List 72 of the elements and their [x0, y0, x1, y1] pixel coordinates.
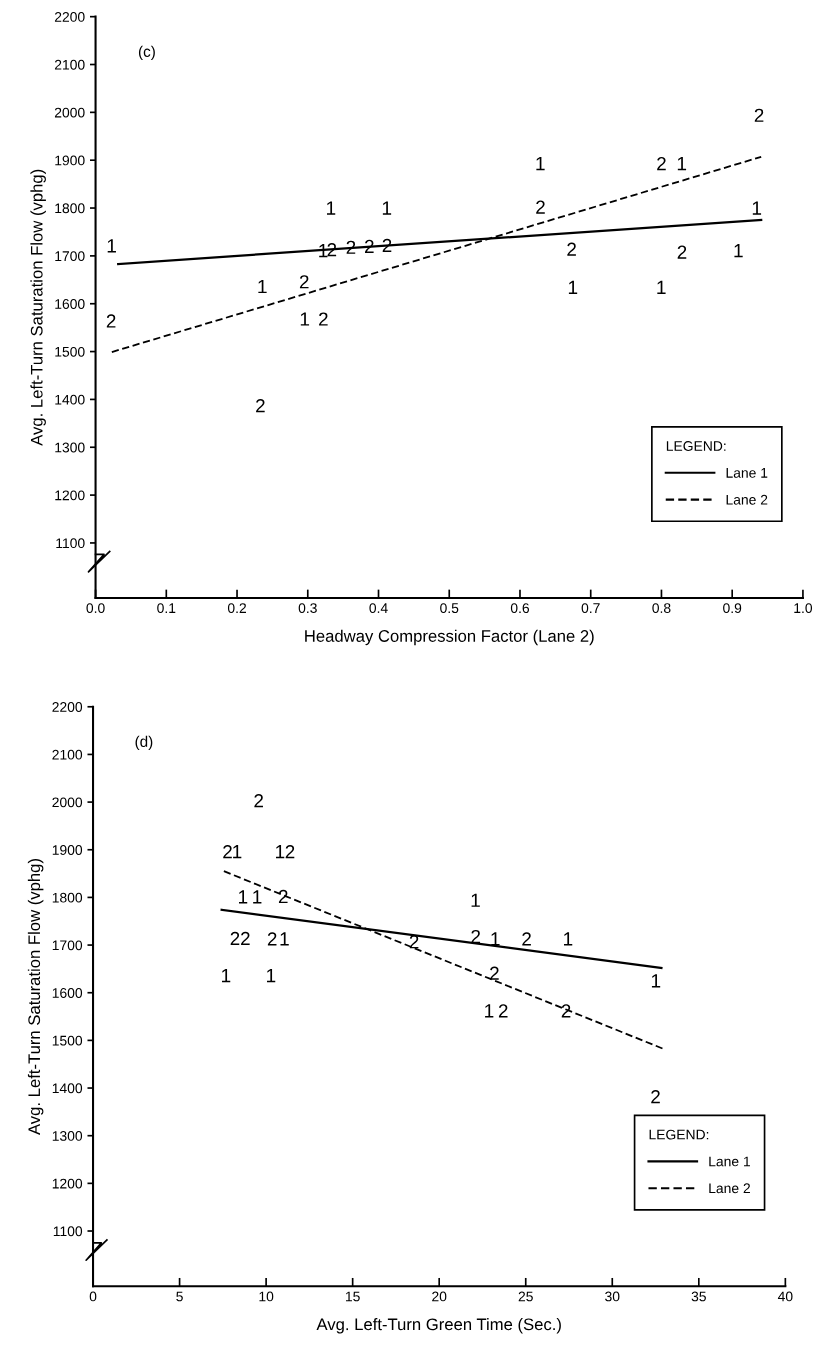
x-tick-label: 40: [777, 1291, 793, 1302]
y-tick-label: 1400: [52, 1083, 83, 1094]
y-tick-label: 1500: [55, 346, 85, 357]
point: [651, 974, 661, 988]
x-tick-label: 0: [89, 1291, 97, 1302]
y-tick-label: 1800: [52, 892, 83, 903]
point: [498, 1004, 508, 1018]
x-tick-label: 10: [259, 1291, 274, 1302]
x-tick-label: 1.0: [794, 603, 813, 614]
x-tick-label: 15: [345, 1291, 360, 1302]
point: [752, 201, 762, 215]
y-axis-title: Avg. Left-Turn Saturation Flow (vphg): [27, 859, 44, 1135]
y-tick-label: 1100: [53, 1226, 83, 1237]
x-tick-label: 20: [432, 1291, 447, 1302]
x-axis-title: Avg. Left-Turn Green Time (Sec.): [316, 1318, 561, 1334]
y-tick-label: 2100: [54, 59, 85, 70]
point: [326, 201, 336, 215]
x-tick-label: 30: [605, 1291, 620, 1302]
x-tick-label: 0.5: [440, 603, 459, 614]
point: [300, 312, 310, 326]
x-tick-label: 0.2: [227, 603, 246, 614]
y-tick-label: 1600: [52, 988, 83, 998]
x-tick-label: 0.0: [86, 603, 105, 614]
legend-label: Lane 2: [709, 1183, 750, 1194]
legend-title: LEGEND:: [649, 1129, 709, 1140]
legend-title: LEGEND:: [666, 441, 726, 451]
y-tick-label: 1200: [52, 1178, 83, 1189]
y-tick-label: 1700: [52, 940, 83, 951]
annotation: (d): [135, 735, 153, 750]
point: [267, 932, 277, 946]
x-tick-label: 0.1: [157, 603, 176, 614]
y-tick-label: 1200: [55, 490, 85, 501]
y-tick-label: 2100: [52, 749, 83, 760]
y-tick-label: 1900: [55, 155, 85, 166]
x-tick-label: 0.7: [581, 603, 600, 614]
x-tick-label: 0.9: [723, 603, 742, 614]
point: [285, 845, 295, 859]
point: [677, 245, 687, 259]
y-axis-title: Avg. Left-Turn Saturation Flow (vphg): [30, 169, 46, 446]
point: [561, 1004, 571, 1018]
point: [106, 314, 116, 328]
x-tick-label: 0.6: [510, 603, 530, 614]
x-axis-title: Headway Compression Factor (Lane 2): [305, 629, 594, 646]
point: [346, 240, 356, 254]
y-tick-label: 1500: [52, 1035, 83, 1046]
y-tick-label: 1600: [55, 299, 85, 309]
y-tick-label: 1800: [55, 203, 85, 214]
point: [230, 931, 240, 945]
point: [382, 201, 392, 215]
y-tick-label: 2200: [54, 12, 85, 22]
y-tick-label: 1300: [55, 442, 85, 453]
y-tick-label: 1300: [52, 1131, 83, 1141]
point: [238, 890, 248, 904]
x-tick-label: 25: [518, 1291, 533, 1302]
y-tick-label: 1400: [55, 394, 85, 405]
point: [299, 275, 309, 289]
legend-label: Lane 2: [726, 494, 768, 505]
y-tick-label: 2000: [52, 797, 83, 808]
y-tick-label: 1100: [56, 538, 85, 549]
x-tick-label: 0.4: [369, 603, 388, 614]
y-tick-label: 2200: [52, 702, 83, 712]
y-tick-label: 1700: [55, 251, 85, 262]
x-tick-label: 35: [691, 1291, 706, 1302]
point: [754, 108, 764, 122]
legend-label: Lane 1: [709, 1156, 750, 1167]
y-tick-label: 1900: [52, 845, 83, 855]
y-tick-label: 2000: [54, 107, 85, 118]
annotation: (c): [138, 45, 155, 60]
x-tick-label: 0.8: [652, 603, 671, 614]
x-tick-label: 5: [176, 1291, 183, 1302]
x-tick-label: 0.3: [298, 603, 317, 614]
legend-label: Lane 1: [726, 468, 768, 478]
